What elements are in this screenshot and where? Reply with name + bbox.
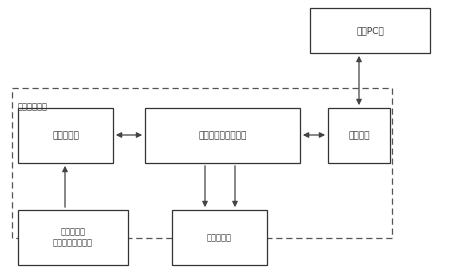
- Bar: [12, 88, 392, 238]
- Text: 激光发射器: 激光发射器: [207, 233, 232, 242]
- Bar: [310, 8, 430, 53]
- Text: 视觉处理及控制模块: 视觉处理及控制模块: [198, 131, 247, 140]
- Text: 荧光传感器: 荧光传感器: [52, 131, 79, 140]
- Bar: [145, 108, 300, 163]
- Text: 荧光传感器
伺服驱动装置模块: 荧光传感器 伺服驱动装置模块: [53, 228, 93, 247]
- Bar: [18, 108, 113, 163]
- Text: 数据采集系统: 数据采集系统: [18, 102, 48, 111]
- Bar: [172, 210, 267, 265]
- Text: 接口模块: 接口模块: [348, 131, 370, 140]
- Bar: [18, 210, 128, 265]
- Bar: [328, 108, 390, 163]
- Text: 上位PC机: 上位PC机: [356, 26, 384, 35]
